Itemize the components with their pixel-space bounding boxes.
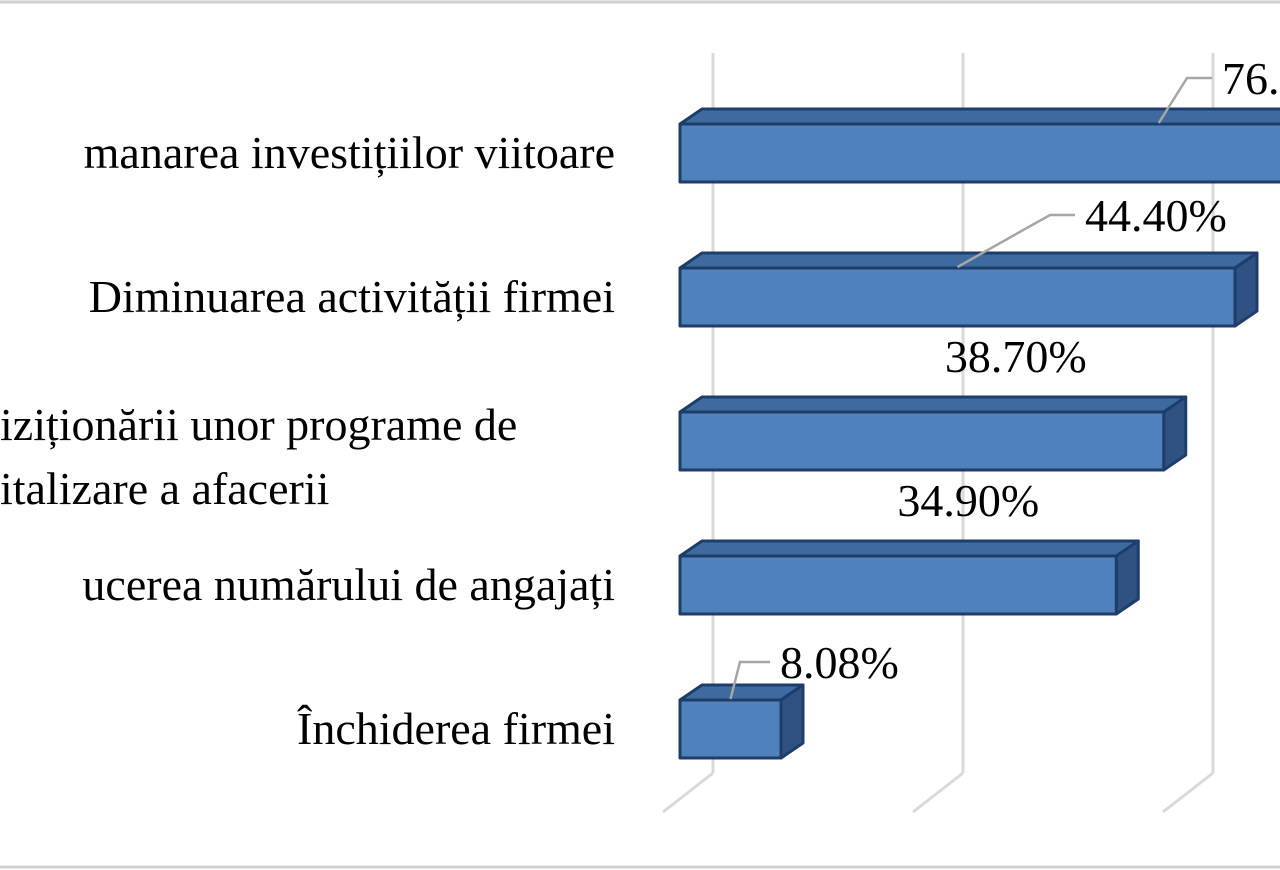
category-label: iziționării unor programe de italizare a…: [0, 399, 518, 514]
floor-line: [912, 771, 964, 814]
bar-top: [678, 107, 1280, 126]
value-label: 34.90%: [897, 475, 1039, 526]
value-label: 8.08%: [780, 637, 899, 688]
bar-side: [1114, 539, 1140, 616]
value-label: 76.: [1222, 53, 1280, 104]
bar: [678, 395, 1188, 472]
leader-line: [729, 660, 770, 700]
floor-line: [662, 771, 714, 814]
bar-front: [678, 554, 1118, 616]
bar-front: [678, 266, 1237, 328]
bar: [678, 539, 1140, 616]
bar-top: [678, 395, 1188, 414]
value-label: 44.40%: [1085, 190, 1227, 241]
bar-front: [678, 122, 1280, 184]
bar: [678, 107, 1280, 184]
bar: [678, 251, 1259, 328]
bar-front: [678, 410, 1166, 472]
bar-top: [678, 539, 1140, 558]
category-label: manarea investițiilor viitoare: [83, 127, 615, 178]
leader-line: [1157, 76, 1212, 124]
bar-front: [678, 698, 783, 760]
value-label: 38.70%: [945, 331, 1087, 382]
floor-line: [1162, 771, 1214, 814]
leader-line: [956, 213, 1075, 269]
bar-side: [1162, 395, 1188, 472]
bar-side: [779, 683, 805, 760]
category-label: Diminuarea activității firmei: [88, 271, 615, 322]
category-label: Închiderea firmei: [297, 703, 615, 754]
category-label: ucerea numărului de angajați: [82, 559, 615, 610]
bar-side: [1233, 251, 1259, 328]
bar: [678, 683, 805, 760]
